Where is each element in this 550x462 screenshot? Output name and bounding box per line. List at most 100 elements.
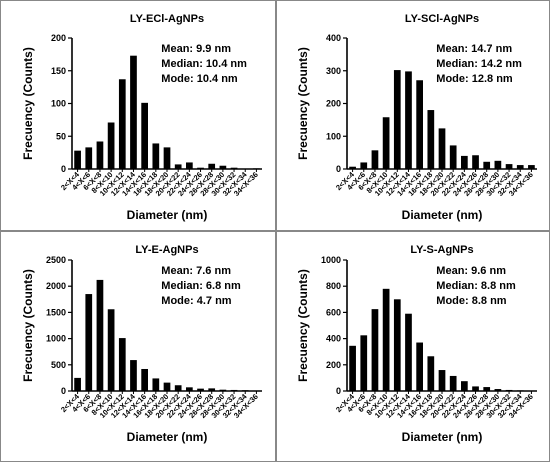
- x-axis-label: Diameter (nm): [127, 430, 208, 444]
- stat-annotation: Mean: 14.7 nm: [436, 43, 512, 55]
- bar-8-X-10: [107, 122, 115, 169]
- y-tick-label: 0: [336, 386, 341, 396]
- x-axis-label: Diameter (nm): [402, 208, 483, 222]
- stat-annotation: Mean: 9.9 nm: [161, 43, 231, 55]
- panel-frame: [0, 231, 276, 462]
- y-tick-label: 50: [56, 131, 66, 141]
- y-axis-label: Frecuency (Counts): [296, 47, 310, 160]
- bar-4-X-6: [85, 294, 93, 391]
- bar-16-X-18: [427, 110, 435, 169]
- y-tick-label: 2500: [46, 255, 66, 265]
- y-tick-label: 300: [326, 66, 341, 76]
- y-tick-label: 500: [51, 360, 66, 370]
- bar-18-X-20: [163, 382, 171, 391]
- bar-24-X-26: [472, 386, 479, 392]
- bar-2-X-4: [349, 345, 356, 391]
- bar-14-X-16: [416, 80, 423, 169]
- bar-26-X-28: [208, 388, 216, 391]
- bar-30-X-32: [505, 164, 513, 169]
- bar-14-X-16: [416, 342, 423, 391]
- y-tick-label: 200: [51, 33, 66, 43]
- bar-14-X-16: [141, 102, 148, 169]
- histogram-panel-1: LY-ECl-AgNPs0501001502002<X<44<X<66<X<88…: [0, 0, 276, 231]
- y-tick-label: 100: [51, 99, 66, 109]
- y-tick-label: 600: [326, 307, 341, 317]
- bar-12-X-14: [405, 313, 412, 391]
- bar-8-X-10: [107, 309, 115, 391]
- y-tick-label: 150: [51, 66, 66, 76]
- bar-6-X-8: [371, 150, 379, 169]
- chart-title: LY-S-AgNPs: [410, 244, 473, 256]
- bar-10-X-12: [118, 79, 126, 169]
- chart-title: LY-E-AgNPs: [135, 244, 198, 256]
- stat-annotation: Mean: 9.6 nm: [436, 265, 506, 277]
- bar-6-X-8: [371, 309, 379, 392]
- bar-22-X-24: [186, 162, 193, 169]
- bar-4-X-6: [85, 147, 93, 169]
- y-tick-label: 400: [326, 334, 341, 344]
- bar-22-X-24: [186, 387, 193, 391]
- bar-20-X-22: [174, 385, 182, 391]
- histogram-panel-3: LY-E-AgNPs050010001500200025002<X<44<X<6…: [0, 231, 276, 462]
- chart-title: LY-ECl-AgNPs: [130, 13, 204, 25]
- bar-20-X-22: [449, 145, 457, 169]
- y-tick-label: 2000: [46, 281, 66, 291]
- bar-6-X-8: [96, 141, 104, 169]
- y-tick-label: 1500: [46, 307, 66, 317]
- y-tick-label: 1000: [321, 255, 341, 265]
- y-axis-label: Frecuency (Counts): [21, 269, 35, 382]
- y-tick-label: 800: [326, 281, 341, 291]
- panel-frame: [276, 231, 550, 462]
- y-tick-label: 400: [326, 33, 341, 43]
- bar-22-X-24: [461, 381, 468, 391]
- bar-16-X-18: [427, 356, 435, 391]
- bar-2-X-4: [349, 166, 356, 169]
- bar-28-X-30: [494, 389, 502, 391]
- bar-28-X-30: [494, 160, 502, 169]
- bar-32-X-34: [516, 165, 524, 169]
- bar-2-X-4: [74, 377, 81, 391]
- bar-10-X-12: [118, 338, 126, 391]
- bar-18-X-20: [438, 128, 446, 169]
- bar-12-X-14: [130, 55, 137, 169]
- y-tick-label: 0: [336, 164, 341, 174]
- bar-16-X-18: [152, 378, 160, 391]
- bar-18-X-20: [438, 370, 446, 391]
- stat-annotation: Mode: 8.8 nm: [436, 295, 507, 307]
- stat-annotation: Median: 8.8 nm: [436, 280, 516, 292]
- y-tick-label: 0: [61, 386, 66, 396]
- bar-20-X-22: [449, 375, 457, 392]
- bar-24-X-26: [472, 155, 479, 169]
- bar-10-X-12: [393, 70, 401, 169]
- stat-annotation: Median: 10.4 nm: [161, 58, 247, 70]
- bar-22-X-24: [461, 155, 468, 169]
- stat-annotation: Median: 6.8 nm: [161, 280, 241, 292]
- bar-12-X-14: [405, 71, 412, 169]
- x-axis-label: Diameter (nm): [402, 430, 483, 444]
- histogram-panel-4: LY-S-AgNPs020040060080010002<X<44<X<66<X…: [276, 231, 550, 462]
- bar-18-X-20: [163, 147, 171, 169]
- chart-title: LY-SCl-AgNPs: [405, 13, 479, 25]
- bar-20-X-22: [174, 164, 182, 169]
- bar-8-X-10: [382, 117, 390, 169]
- bar-10-X-12: [393, 299, 401, 391]
- y-tick-label: 200: [326, 360, 341, 370]
- stat-annotation: Median: 14.2 nm: [436, 58, 522, 70]
- bar-16-X-18: [152, 143, 160, 169]
- stat-annotation: Mean: 7.6 nm: [161, 265, 231, 277]
- panel-frame: [0, 0, 276, 231]
- bar-2-X-4: [74, 150, 81, 169]
- bar-28-X-30: [219, 165, 227, 169]
- y-axis-label: Frecuency (Counts): [296, 269, 310, 382]
- stat-annotation: Mode: 12.8 nm: [436, 73, 513, 85]
- bar-26-X-28: [483, 387, 491, 391]
- y-tick-label: 0: [61, 164, 66, 174]
- bar-6-X-8: [96, 279, 104, 391]
- bar-26-X-28: [483, 161, 491, 169]
- bar-4-X-6: [360, 162, 368, 169]
- x-axis-label: Diameter (nm): [127, 208, 208, 222]
- bar-12-X-14: [130, 360, 137, 391]
- bar-14-X-16: [141, 368, 148, 391]
- bar-4-X-6: [360, 335, 368, 391]
